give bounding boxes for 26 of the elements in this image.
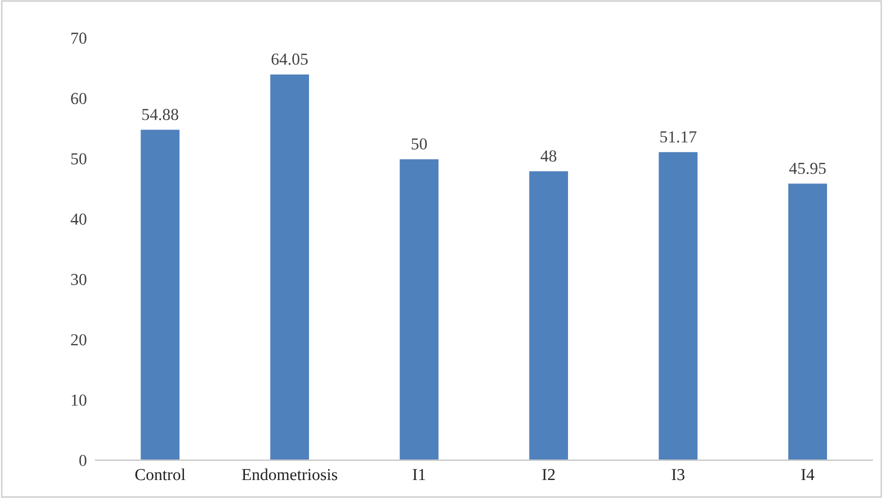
x-tick-label: I4	[801, 469, 814, 480]
y-tick-label: 50	[71, 153, 86, 164]
x-tick-label: I1	[412, 469, 426, 480]
y-tick-label: 0	[79, 454, 86, 466]
x-tick-label: Control	[135, 468, 186, 480]
data-label: 48	[540, 150, 556, 162]
y-tick-label: 30	[71, 274, 86, 286]
y-tick-label: 10	[72, 394, 86, 406]
bar	[398, 158, 440, 460]
y-tick-label: 20	[71, 334, 86, 346]
y-tick-label: 40	[70, 214, 86, 225]
bar	[528, 170, 570, 460]
bar	[268, 73, 310, 460]
data-label: 45.95	[789, 162, 826, 174]
bar	[786, 182, 828, 460]
bar	[139, 128, 181, 460]
y-tick-label: 70	[71, 32, 86, 44]
x-tick-label: I2	[542, 469, 555, 480]
data-label: 54.88	[142, 108, 178, 120]
x-tick-label: Endometriosis	[242, 468, 338, 480]
x-tick-label: I3	[672, 469, 684, 480]
y-tick-label: 60	[71, 92, 86, 104]
data-label: 50	[412, 138, 427, 150]
data-label: 64.05	[272, 54, 308, 65]
data-label: 51.17	[660, 131, 696, 143]
bar	[657, 150, 699, 460]
